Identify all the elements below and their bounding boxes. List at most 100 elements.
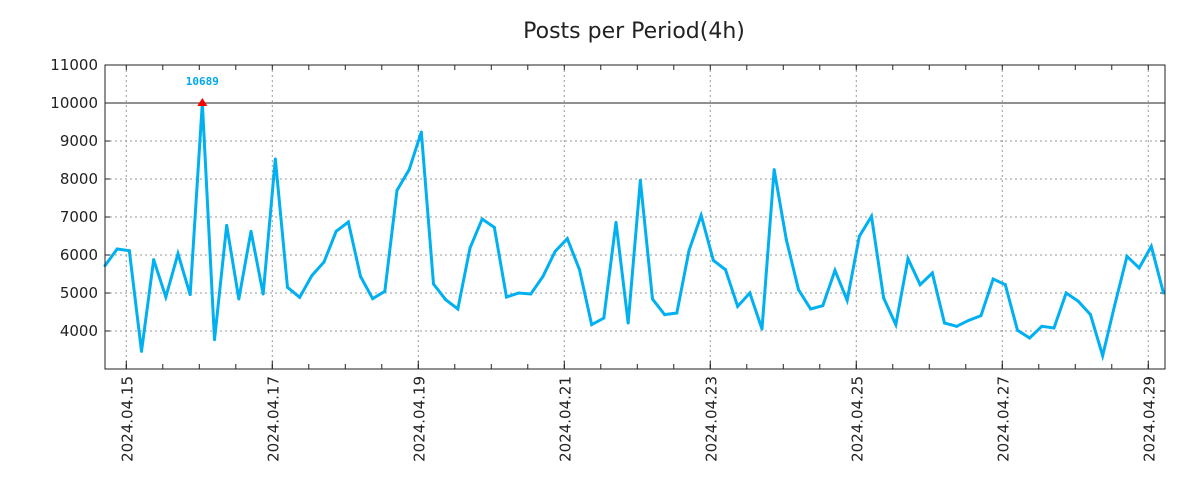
data-point	[809, 307, 813, 311]
y-tick-label: 7000	[60, 208, 98, 226]
chart-title: Posts per Period(4h)	[523, 19, 745, 44]
series-layer	[103, 101, 1165, 362]
y-tick-label: 4000	[60, 322, 98, 340]
data-point	[456, 307, 460, 311]
data-point	[127, 249, 131, 253]
data-point	[419, 130, 423, 134]
data-point	[869, 214, 873, 218]
y-tick-label: 8000	[60, 170, 98, 188]
data-point	[1137, 266, 1141, 270]
data-point	[517, 291, 521, 295]
data-point	[748, 291, 752, 295]
data-point	[480, 217, 484, 221]
data-point	[273, 157, 277, 161]
data-point	[650, 297, 654, 301]
data-point	[675, 311, 679, 315]
data-point	[541, 274, 545, 278]
data-point	[590, 323, 594, 327]
x-axis: 2024.04.15 2024.04.17 2024.04.19 2024.04.21…	[118, 65, 1158, 462]
data-point	[699, 213, 703, 217]
y-axis: 4000 5000 6000 7000 8000 9000 10000 11000	[50, 56, 1165, 340]
x-tick-label: 2024.04.29	[1140, 376, 1158, 462]
data-point	[444, 298, 448, 302]
x-tick-label: 2024.04.25	[848, 376, 866, 462]
data-point	[1149, 244, 1153, 248]
y-tick-label: 5000	[60, 284, 98, 302]
data-point	[1113, 303, 1117, 307]
data-point	[1064, 291, 1068, 295]
x-tick-label: 2024.04.17	[264, 376, 282, 462]
data-point	[602, 316, 606, 320]
data-point	[894, 323, 898, 327]
y-tick-label: 9000	[60, 132, 98, 150]
data-point	[322, 260, 326, 264]
data-point	[115, 247, 119, 251]
data-point	[1125, 254, 1129, 258]
data-point	[638, 178, 642, 182]
data-point	[991, 277, 995, 281]
data-point	[967, 318, 971, 322]
data-point	[383, 289, 387, 293]
data-point	[784, 238, 788, 242]
data-point	[371, 297, 375, 301]
data-point	[431, 282, 435, 286]
data-point	[529, 292, 533, 296]
data-point	[176, 252, 180, 256]
posts-series-line	[103, 102, 1165, 362]
data-point	[407, 168, 411, 172]
data-point	[346, 220, 350, 224]
peak-marker-icon	[197, 98, 208, 106]
x-tick-label: 2024.04.19	[410, 376, 428, 462]
data-point	[1040, 324, 1044, 328]
data-point	[225, 223, 229, 227]
data-point	[139, 349, 143, 353]
data-point	[930, 271, 934, 275]
data-point	[796, 288, 800, 292]
data-point	[955, 324, 959, 328]
data-point	[979, 314, 983, 318]
data-point	[626, 321, 630, 325]
data-point	[845, 298, 849, 302]
data-point	[1076, 299, 1080, 303]
data-point	[553, 249, 557, 253]
data-point	[237, 297, 241, 301]
data-point	[492, 225, 496, 229]
data-point	[298, 295, 302, 299]
x-tick-label: 2024.04.15	[118, 376, 136, 462]
data-point	[760, 327, 764, 331]
data-point	[1028, 336, 1032, 340]
data-point	[504, 295, 508, 299]
y-tick-label: 10000	[50, 94, 98, 112]
data-point	[1052, 326, 1056, 330]
annotation-layer: 10689	[186, 75, 219, 106]
data-point	[249, 229, 253, 233]
data-point	[1088, 313, 1092, 317]
x-tick-label: 2024.04.21	[556, 376, 574, 462]
data-point	[310, 274, 314, 278]
data-point	[1003, 283, 1007, 287]
data-point	[285, 285, 289, 289]
x-tick-label: 2024.04.27	[994, 376, 1012, 462]
data-point	[188, 293, 192, 297]
data-point	[164, 295, 168, 299]
x-tick-label: 2024.04.23	[702, 376, 720, 462]
data-point	[261, 292, 265, 296]
data-point	[614, 220, 618, 224]
data-point	[468, 246, 472, 250]
data-point	[857, 234, 861, 238]
grid	[105, 65, 1165, 369]
data-point	[723, 268, 727, 272]
data-point	[821, 304, 825, 308]
data-point	[711, 258, 715, 262]
data-point	[1161, 291, 1165, 295]
data-point	[1101, 354, 1105, 358]
peak-value-label: 10689	[186, 75, 219, 88]
data-point	[1015, 328, 1019, 332]
data-point	[358, 274, 362, 278]
data-point	[906, 257, 910, 261]
data-point	[772, 168, 776, 172]
data-point	[663, 313, 667, 317]
data-point	[212, 338, 216, 342]
data-point	[882, 296, 886, 300]
